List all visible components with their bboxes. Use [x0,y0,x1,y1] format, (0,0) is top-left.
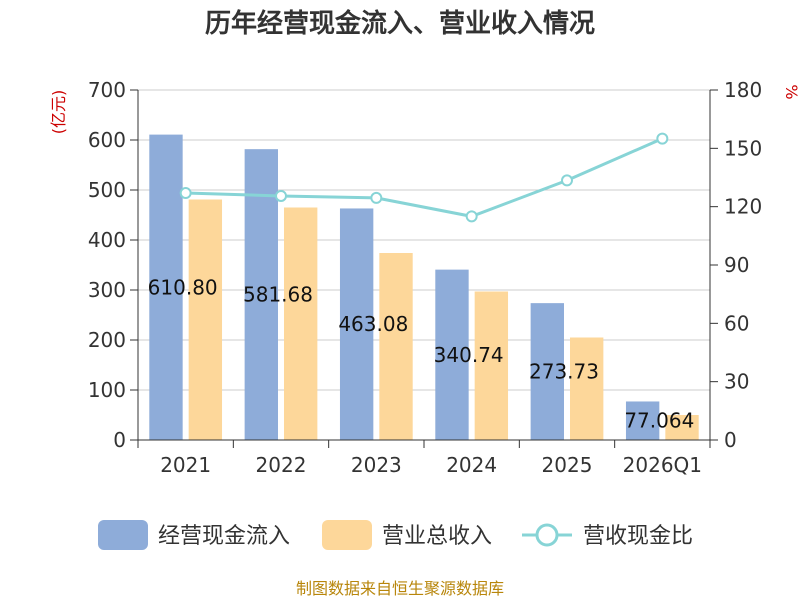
bar-cash-inflow [339,208,374,440]
bar-cash-inflow [149,134,183,440]
bar-revenue [665,415,699,440]
left-tick-label: 600 [88,128,126,152]
left-tick-label: 700 [88,78,126,102]
ratio-point [561,174,573,187]
left-tick-label: 300 [88,278,126,302]
bar-revenue [284,207,318,440]
right-tick-label: 150 [724,136,762,160]
ratio-point [275,189,287,202]
ratio-point [179,187,192,200]
x-tick-label: 2022 [256,453,307,477]
right-tick-label: 30 [724,370,749,394]
data-label-cash-inflow: 581.68 [243,283,313,307]
bars [149,134,699,440]
x-tick-label: 2026Q1 [623,453,702,477]
bar-revenue [379,253,413,440]
data-label-cash-inflow: 610.80 [148,275,218,299]
legend-swatch-cash-inflow [98,520,148,550]
data-label-cash-inflow: 340.74 [434,343,504,367]
right-tick-label: 120 [724,195,762,219]
right-tick-label: 90 [724,253,749,277]
ratio-line [179,132,669,223]
bar-cash-inflow [625,401,660,440]
source-note: 制图数据来自恒生聚源数据库 [296,579,504,598]
right-axis-unit: % [782,84,800,99]
bar-revenue [188,199,223,440]
right-tick-label: 60 [724,311,749,335]
legend: 经营现金流入 营业总收入 营收现金比 [98,520,693,550]
x-tick-label: 2023 [351,453,402,477]
right-tick-label: 0 [724,428,737,452]
grid-lines [138,89,710,441]
ratio-point [370,191,383,204]
legend-item-cash-inflow[interactable]: 经营现金流入 [98,520,290,550]
legend-marker-ratio [535,523,559,547]
left-tick-label: 200 [88,328,126,352]
legend-label-revenue: 营业总收入 [382,524,492,549]
bar-cash-inflow [435,269,469,440]
chart-title: 历年经营现金流入、营业收入情况 [205,8,595,39]
legend-label-ratio: 营收现金比 [583,524,693,549]
bar-cash-inflow [244,149,278,440]
left-tick-label: 100 [88,378,126,402]
legend-item-ratio[interactable]: 营收现金比 [522,523,693,549]
x-tick-label: 2024 [446,453,497,477]
bar-cash-inflow [530,303,564,440]
left-tick-label: 500 [88,178,126,202]
right-axis-ticks: 0 30 60 90 120 150 180 [710,78,762,452]
ratio-line-path [185,137,663,218]
left-axis-ticks: 0 100 200 300 400 500 600 700 [88,78,138,452]
legend-label-cash-inflow: 经营现金流入 [158,524,290,549]
ratio-point [656,132,669,145]
axes [137,90,711,441]
bar-revenue [570,337,604,440]
data-label-cash-inflow: 273.73 [529,360,599,384]
data-label-cash-inflow: 77.064 [624,409,694,433]
ratio-point [465,210,478,223]
bar-revenue [474,291,509,440]
data-label-cash-inflow: 463.08 [338,312,408,336]
x-axis-ticks: 2021 2022 2023 2024 2025 2026Q1 [137,440,711,477]
x-tick-label: 2025 [542,453,593,477]
legend-swatch-revenue [322,520,372,550]
left-tick-label: 0 [113,428,126,452]
data-labels: 610.80 581.68 463.08 340.74 273.73 77.064 [148,275,695,432]
right-tick-label: 180 [724,78,762,102]
legend-item-revenue[interactable]: 营业总收入 [322,520,492,550]
x-tick-label: 2021 [160,453,211,477]
left-tick-label: 400 [88,228,126,252]
left-axis-unit: (亿元) [49,90,68,135]
